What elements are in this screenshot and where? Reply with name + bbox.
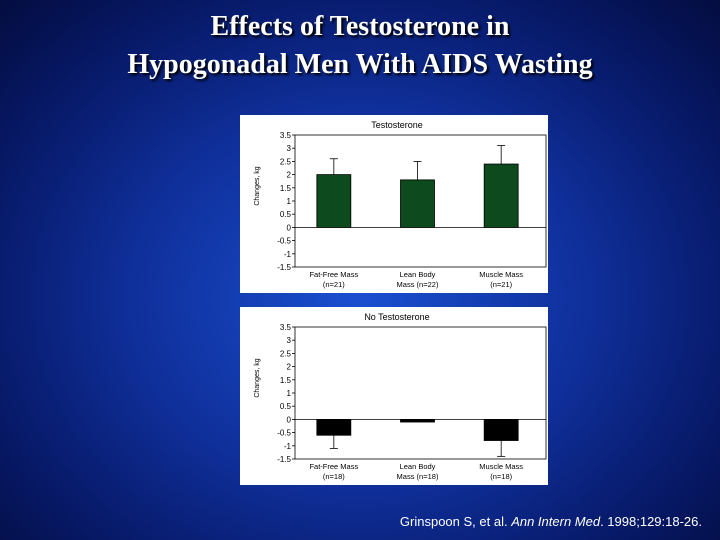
- category-label: Muscle Mass: [479, 462, 523, 471]
- y-tick-label: 3: [287, 144, 292, 153]
- chart-title: No Testosterone: [364, 312, 429, 322]
- y-tick-label: -1.5: [277, 455, 291, 464]
- slide-title-line-2: Hypogonadal Men With AIDS Wasting: [127, 49, 593, 80]
- y-tick-label: -1: [284, 250, 292, 259]
- chart-title: Testosterone: [371, 120, 423, 130]
- category-label: Muscle Mass: [479, 270, 523, 279]
- bar-1: [316, 419, 352, 436]
- y-tick-label: 2.5: [280, 157, 292, 166]
- y-tick-label: 1.5: [280, 376, 292, 385]
- y-tick-label: -1.5: [277, 263, 291, 272]
- category-label: Mass (n=22): [397, 280, 439, 289]
- y-tick-label: 1: [287, 389, 292, 398]
- bar-2: [400, 179, 435, 228]
- bar-3: [483, 419, 519, 441]
- no-testosterone-chart-panel: No Testosterone Changes, kg 3.5 3 2.5 2 1.5 1 0.…: [240, 307, 548, 485]
- category-label: Mass (n=18): [397, 472, 439, 481]
- testosterone-chart-panel: Testosterone Changes, kg 3.5 3 2.5 2 1.5 1 0.5 0 -…: [240, 115, 548, 293]
- citation-journal: Ann Intern Med: [511, 514, 601, 529]
- y-tick-label: 1: [287, 197, 292, 206]
- y-tick-label: -1: [284, 442, 292, 451]
- bar-2: [400, 419, 435, 423]
- y-tick-label: 3.5: [280, 323, 292, 332]
- category-label: Lean Body: [400, 270, 436, 279]
- y-tick-label: 0.5: [280, 210, 292, 219]
- category-label: Fat-Free Mass: [309, 462, 358, 471]
- citation-authors: Grinspoon S, et al.: [399, 514, 512, 529]
- no-testosterone-chart: No Testosterone Changes, kg 3.5 3 2.5 2 1.5 1 0.…: [254, 312, 547, 481]
- y-axis-label: Changes, kg: [254, 166, 261, 205]
- y-tick-label: 2.5: [280, 349, 292, 358]
- y-tick-label: -0.5: [277, 429, 291, 438]
- bar-3: [483, 163, 519, 228]
- category-label: Lean Body: [400, 462, 436, 471]
- category-label: Fat-Free Mass: [309, 270, 358, 279]
- citation: Grinspoon S, et al. Ann Intern Med. 1998…: [400, 514, 702, 529]
- y-tick-label: 2: [287, 363, 292, 372]
- category-label: (n=21): [490, 280, 512, 289]
- y-tick-label: 2: [287, 171, 292, 180]
- slide-title: Effects of Testosterone in Hypogonadal M…: [0, 8, 720, 84]
- category-label: (n=18): [490, 472, 512, 481]
- y-tick-label: -0.5: [277, 237, 291, 246]
- y-axis-label: Changes, kg: [254, 358, 261, 397]
- category-label: (n=21): [323, 280, 345, 289]
- y-tick-label: 3: [287, 336, 292, 345]
- y-tick-label: 3.5: [280, 131, 292, 140]
- citation-rest: . 1998;129:18-26.: [600, 514, 702, 529]
- y-tick-label: 0: [287, 223, 292, 232]
- bar-1: [316, 174, 352, 228]
- testosterone-chart: Testosterone Changes, kg 3.5 3 2.5 2 1.5 1 0.5 0 -…: [254, 120, 547, 289]
- y-tick-label: 0.5: [280, 402, 292, 411]
- slide-title-line-1: Effects of Testosterone in: [210, 11, 510, 42]
- y-tick-label: 1.5: [280, 184, 292, 193]
- y-tick-label: 0: [287, 415, 292, 424]
- category-label: (n=18): [323, 472, 345, 481]
